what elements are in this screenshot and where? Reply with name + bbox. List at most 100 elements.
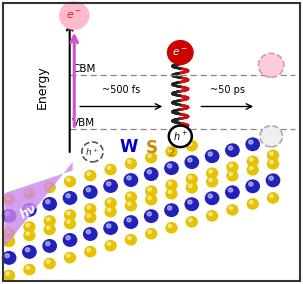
Circle shape	[268, 150, 278, 160]
Circle shape	[67, 220, 70, 223]
Circle shape	[269, 176, 273, 180]
Text: ~50 ps: ~50 ps	[210, 85, 245, 95]
Text: 2: 2	[167, 148, 175, 158]
Circle shape	[125, 158, 136, 169]
Circle shape	[205, 150, 219, 162]
Circle shape	[166, 180, 177, 190]
Circle shape	[107, 208, 111, 211]
Circle shape	[24, 230, 35, 241]
Circle shape	[270, 195, 273, 198]
Circle shape	[67, 254, 70, 257]
Circle shape	[249, 158, 253, 161]
Circle shape	[6, 272, 9, 275]
Circle shape	[105, 241, 116, 251]
Circle shape	[188, 200, 192, 204]
Circle shape	[104, 180, 117, 192]
Circle shape	[168, 182, 172, 185]
Circle shape	[24, 188, 35, 199]
Circle shape	[209, 178, 212, 181]
Circle shape	[6, 238, 9, 241]
Circle shape	[207, 177, 218, 187]
Circle shape	[258, 53, 284, 77]
Circle shape	[270, 160, 273, 164]
Circle shape	[104, 222, 117, 234]
Circle shape	[87, 248, 91, 251]
Text: CBM: CBM	[72, 64, 95, 74]
Text: S: S	[145, 139, 158, 157]
Circle shape	[165, 162, 178, 174]
Circle shape	[166, 189, 177, 199]
Circle shape	[208, 152, 212, 156]
Polygon shape	[5, 162, 73, 247]
Circle shape	[148, 196, 152, 199]
Circle shape	[188, 158, 192, 162]
Circle shape	[65, 252, 75, 263]
Circle shape	[124, 174, 138, 186]
Circle shape	[246, 138, 259, 151]
Circle shape	[26, 224, 30, 227]
Circle shape	[65, 210, 75, 220]
Circle shape	[249, 201, 253, 204]
Circle shape	[46, 218, 50, 221]
Circle shape	[146, 229, 157, 239]
Circle shape	[85, 204, 96, 214]
Circle shape	[4, 236, 15, 247]
Circle shape	[107, 182, 111, 186]
Circle shape	[26, 190, 30, 193]
Circle shape	[188, 184, 192, 187]
Circle shape	[124, 216, 138, 228]
Circle shape	[186, 183, 197, 193]
Circle shape	[107, 166, 111, 169]
Circle shape	[185, 198, 198, 210]
Circle shape	[5, 212, 9, 216]
Circle shape	[46, 184, 50, 187]
Circle shape	[105, 198, 116, 208]
Circle shape	[24, 222, 35, 232]
Circle shape	[26, 266, 30, 269]
Circle shape	[2, 210, 16, 222]
Circle shape	[60, 2, 89, 29]
Circle shape	[86, 188, 91, 192]
Circle shape	[229, 206, 233, 210]
Circle shape	[84, 186, 97, 198]
Circle shape	[4, 270, 15, 281]
Circle shape	[227, 171, 238, 181]
Circle shape	[146, 195, 157, 205]
Circle shape	[247, 199, 258, 209]
Text: $e^-$: $e^-$	[172, 47, 188, 58]
Circle shape	[127, 176, 131, 180]
Circle shape	[66, 236, 70, 240]
Text: hν: hν	[18, 202, 40, 222]
Circle shape	[85, 170, 96, 181]
Circle shape	[128, 202, 131, 205]
Circle shape	[46, 260, 50, 263]
Circle shape	[65, 218, 75, 229]
Circle shape	[249, 140, 253, 144]
Text: W: W	[120, 138, 138, 156]
Text: $h^+$: $h^+$	[85, 146, 99, 158]
Circle shape	[6, 229, 9, 233]
Circle shape	[84, 228, 97, 240]
Circle shape	[148, 188, 152, 191]
Circle shape	[260, 126, 282, 147]
Circle shape	[145, 168, 158, 180]
Text: VBM: VBM	[72, 118, 95, 128]
Circle shape	[43, 198, 56, 210]
Circle shape	[25, 248, 30, 252]
Circle shape	[105, 206, 116, 217]
Circle shape	[128, 194, 131, 197]
Circle shape	[226, 186, 239, 199]
Circle shape	[227, 162, 238, 172]
Circle shape	[63, 234, 77, 246]
Circle shape	[23, 204, 36, 216]
Circle shape	[105, 164, 116, 175]
Circle shape	[87, 206, 91, 209]
Circle shape	[168, 190, 172, 193]
Circle shape	[107, 200, 111, 203]
Circle shape	[165, 204, 178, 216]
Circle shape	[226, 144, 239, 156]
Circle shape	[67, 178, 70, 181]
Circle shape	[125, 201, 136, 211]
Circle shape	[145, 210, 158, 222]
Circle shape	[168, 206, 172, 210]
